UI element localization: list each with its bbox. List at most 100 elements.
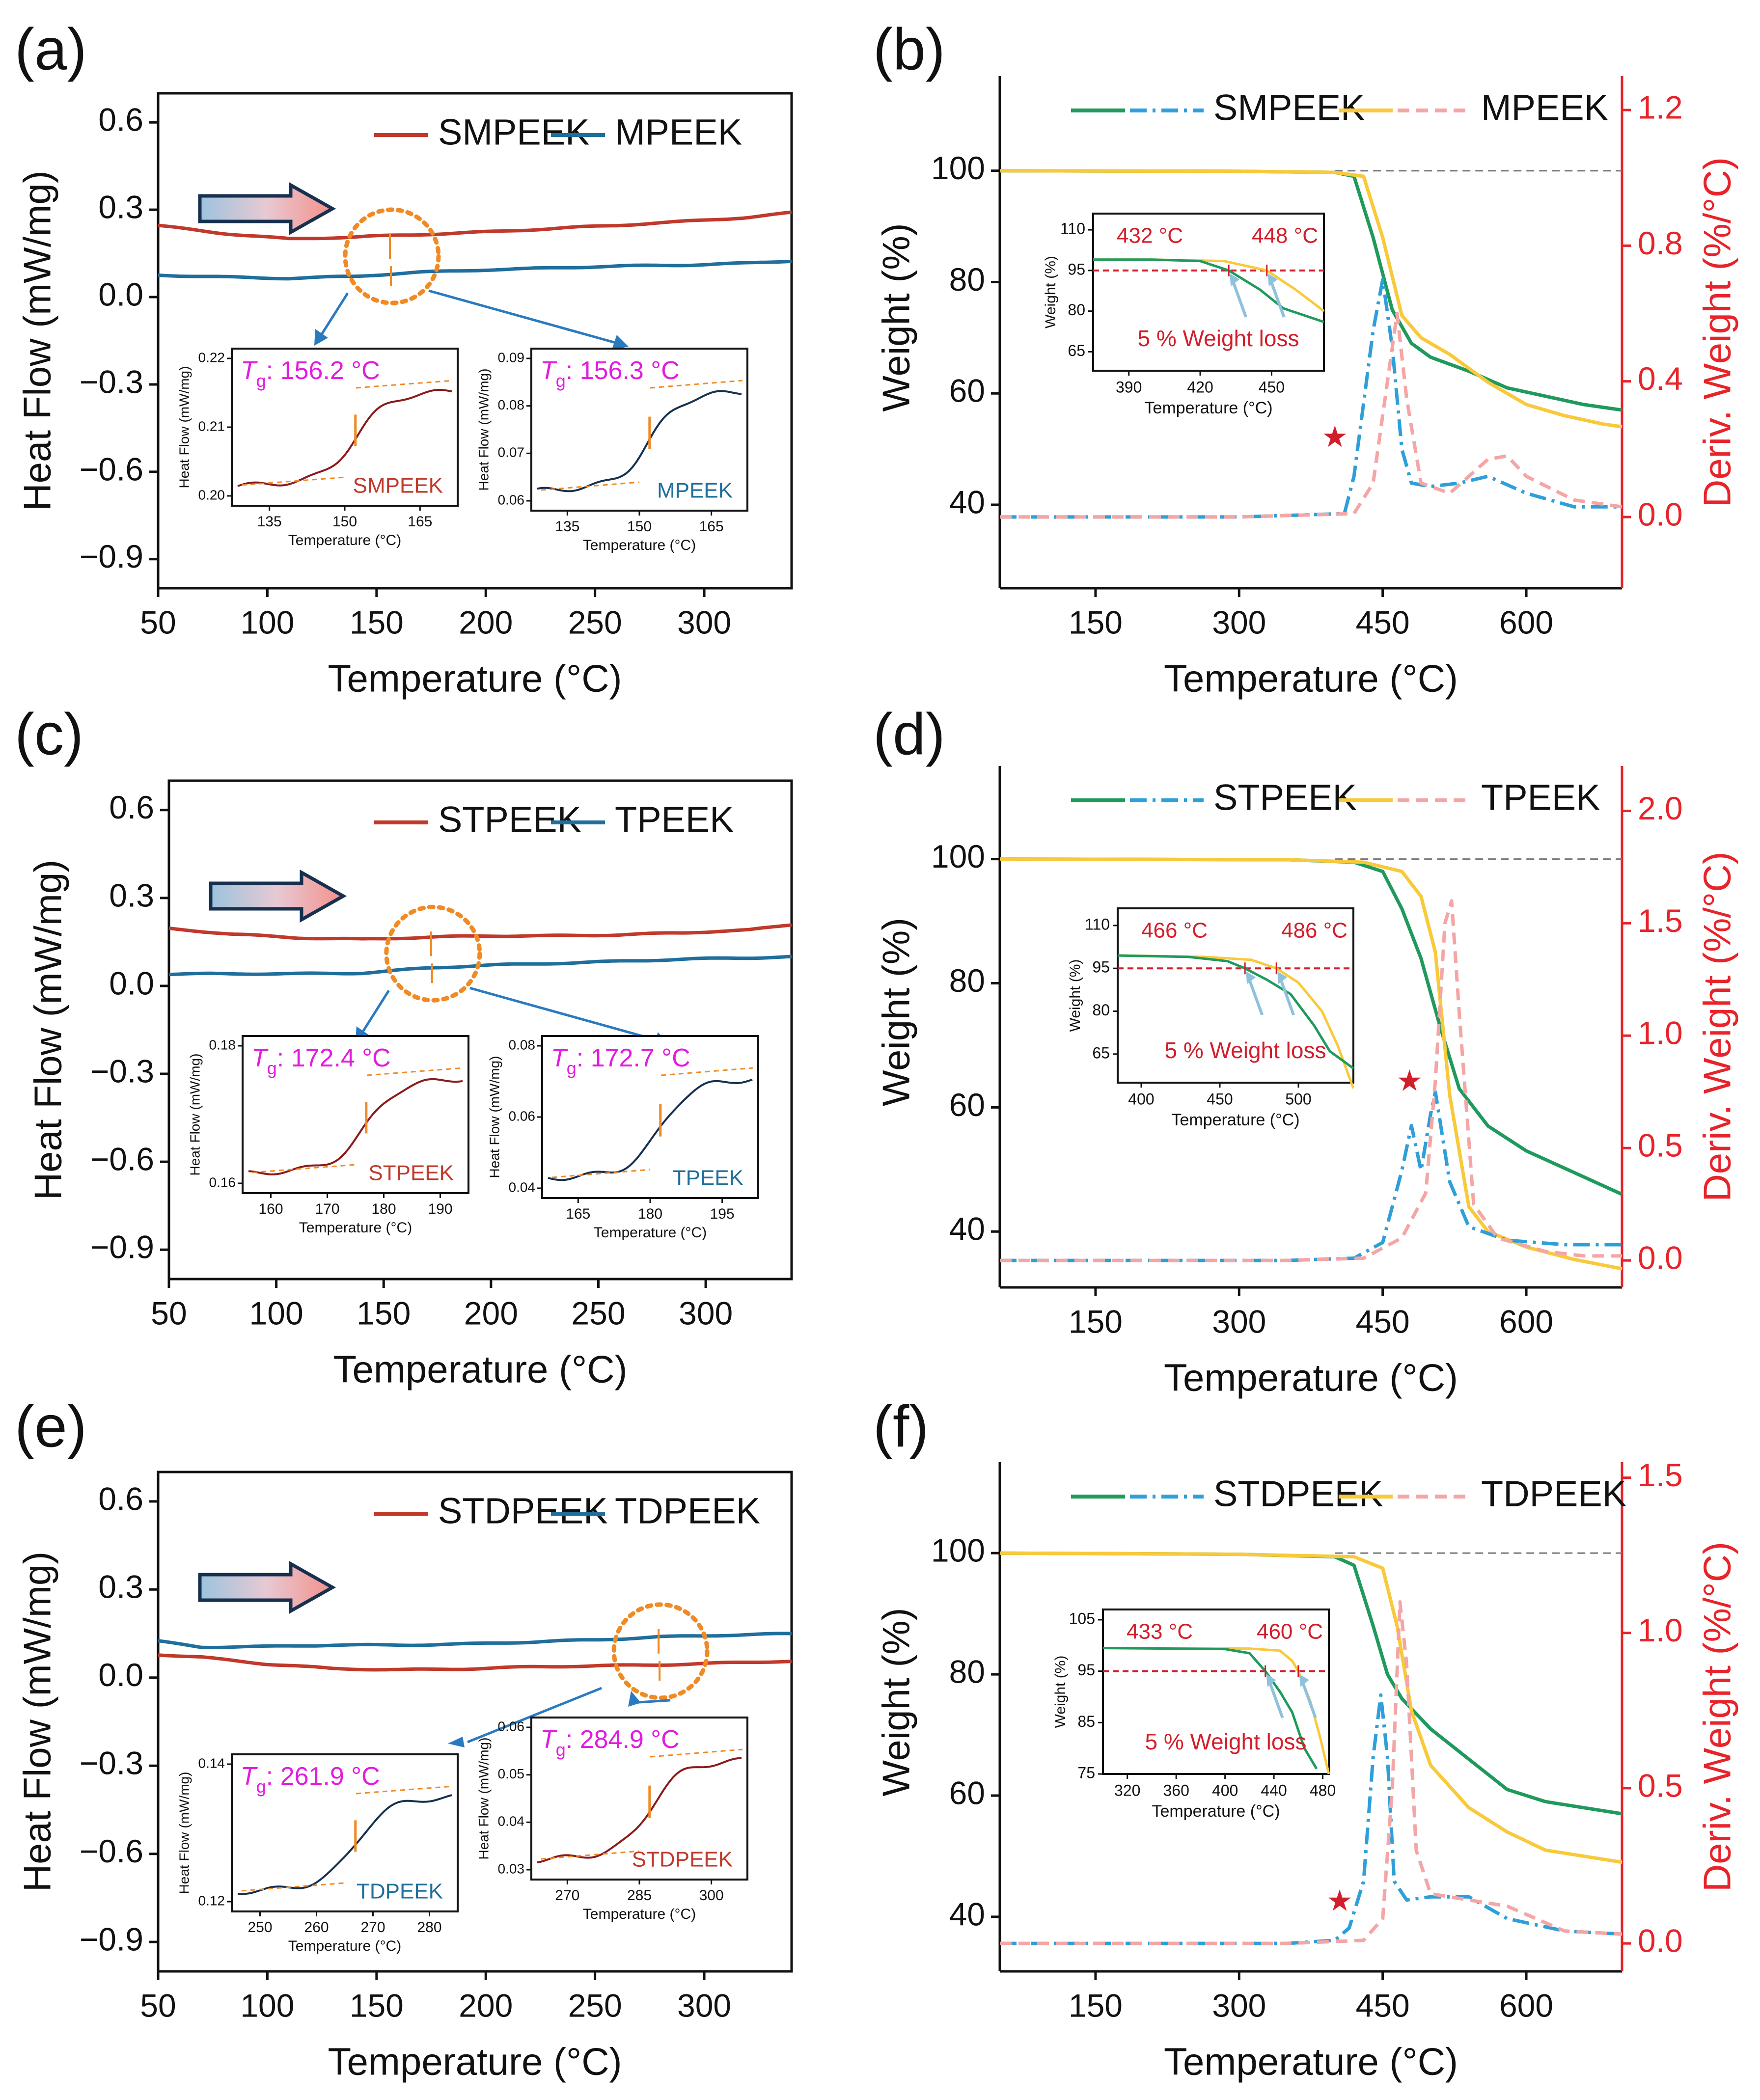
y-tick-label: 0.3 [98, 1569, 143, 1605]
legend-label-2: TPEEK [615, 799, 734, 840]
inset-y-tick-label: 0.08 [509, 1037, 536, 1052]
panel-label: (d) [873, 702, 945, 767]
onset-temp-2: 460 °C [1257, 1620, 1323, 1644]
legend-label-1: STDPEEK [1213, 1473, 1383, 1514]
y-tick-label: −0.3 [80, 363, 143, 400]
tg-label: Tg: 156.3 °C [540, 356, 680, 391]
y-tick-label: −0.9 [80, 538, 143, 574]
inset-sample-label: STPEEK [368, 1161, 454, 1185]
legend-label-1: SMPEEK [1213, 87, 1365, 128]
inset-baseline-tangent [650, 380, 743, 389]
y-tick-label: 100 [931, 838, 985, 874]
x-tick-label: 600 [1499, 604, 1553, 640]
legend-label-2: MPEEK [615, 112, 742, 153]
inset-y-label: Heat Flow (mW/mg) [187, 1054, 202, 1176]
inset-y-tick-label: 0.14 [198, 1755, 225, 1771]
x-tick-label: 200 [464, 1295, 518, 1331]
inset-y-tick-label: 0.05 [498, 1766, 525, 1781]
inset-onset-arrowhead [1299, 1674, 1309, 1687]
y2-tick-label: 1.5 [1638, 902, 1683, 939]
inset-onset-arrowhead [1230, 273, 1240, 286]
inset-frame [1102, 1609, 1330, 1775]
inset-y-label: Heat Flow (mW/mg) [476, 369, 491, 491]
inset-1: 135 150 165 0.22 0.21 0.20 Temperature (°C) Hea… [176, 348, 459, 548]
inset-curve [248, 1078, 463, 1175]
inset-tga: 390 420 450 110 95 80 65 Temperature (°C) Weight… [1043, 213, 1325, 417]
inset-y-tick-label: 0.20 [198, 487, 225, 502]
x-tick-label: 600 [1499, 1303, 1553, 1339]
panel-a: (a) 50 100 150 200 250 300 0.6 0.3 0.0 −0.3 −0.6 −0.… [15, 17, 793, 700]
y2-tick-label: 0.0 [1638, 1923, 1683, 1959]
y-tick-label: 100 [931, 150, 985, 186]
x-tick-label: 300 [677, 1987, 731, 2023]
inset-y-label: Heat Flow (mW/mg) [176, 366, 192, 489]
inset-frame [231, 348, 459, 507]
series-line-SMPEEK-DTG [1000, 277, 1622, 519]
inset-y-label: Weight (%) [1067, 959, 1083, 1032]
inset-x-tick-label: 195 [710, 1206, 735, 1222]
inset-y-label: Weight (%) [1052, 1656, 1069, 1728]
x-axis-label: Temperature (°C) [1164, 1356, 1458, 1399]
pointer-arrow [358, 989, 390, 1038]
inset-y-tick-label: 0.07 [498, 445, 525, 460]
inset-onset-arrowhead [1277, 971, 1288, 984]
onset-temp-1: 432 °C [1117, 224, 1183, 248]
plot-frame [157, 92, 793, 590]
inset-x-tick-label: 150 [332, 514, 357, 530]
tg-subscript: g [567, 1058, 577, 1078]
series-line-STDPEEK-DTG [1000, 1693, 1622, 1945]
inset-y-tick-label: 0.06 [498, 1718, 525, 1734]
y-tick-label: −0.9 [80, 1921, 143, 1958]
inset-curve-yellow [1102, 1647, 1330, 1774]
inset-x-label: Temperature (°C) [288, 532, 401, 548]
y-axis-label: Heat Flow (mW/mg) [27, 860, 70, 1200]
tg-value: 156.3 °C [580, 356, 680, 385]
y-tick-label: −0.6 [80, 1833, 143, 1869]
tg-subscript: g [267, 1058, 277, 1078]
panel-f: (f) 150 300 450 600 100 80 60 40 1.5 1.0 0.5 0.0 Temp… [873, 1394, 1739, 2083]
inset-x-tick-label: 165 [566, 1206, 590, 1222]
tg-separator: : [277, 1044, 291, 1072]
inset-y-tick-label: 0.22 [198, 350, 225, 365]
x-tick-label: 300 [1212, 1303, 1266, 1339]
series-line-STDPEEK [158, 1653, 792, 1672]
x-tick-label: 50 [151, 1295, 187, 1331]
highlight-circle [343, 207, 441, 305]
inset-y-tick-label: 85 [1077, 1713, 1095, 1730]
inset-sample-label: STDPEEK [632, 1848, 733, 1872]
inset-2: 135 150 165 0.09 0.08 0.07 0.06 Temperature (°C… [476, 348, 748, 553]
tg-value: 261.9 °C [280, 1762, 380, 1791]
y2-tick-label: 0.5 [1638, 1767, 1683, 1803]
inset-y-tick-label: 0.16 [209, 1174, 236, 1190]
tg-subscript: g [556, 371, 566, 391]
inset-y-tick-label: 0.04 [498, 1814, 525, 1829]
inset-x-tick-label: 400 [1128, 1090, 1154, 1108]
x-tick-label: 250 [568, 604, 622, 640]
tg-separator: : [266, 1762, 280, 1791]
inset-y-tick-label: 0.06 [498, 492, 525, 507]
tg-separator: : [566, 1725, 580, 1754]
y-tick-label: −0.6 [90, 1141, 154, 1177]
x-axis-label: Temperature (°C) [328, 657, 622, 700]
panel-e: (e) 50 100 150 200 250 300 0.6 0.3 0.0 −0.3 −0.6 −0.… [15, 1394, 793, 2083]
y-tick-label: 0.6 [109, 789, 154, 825]
panel-label: (b) [873, 17, 945, 82]
inset-y-tick-label: 0.18 [209, 1037, 236, 1052]
x-tick-label: 450 [1356, 604, 1410, 640]
inset-y-label: Heat Flow (mW/mg) [476, 1738, 491, 1860]
y-tick-label: 40 [949, 484, 985, 520]
inset-y-tick-label: 110 [1060, 220, 1085, 238]
heating-direction-arrow [198, 182, 336, 235]
inset-x-tick-label: 450 [1259, 378, 1285, 396]
y2-tick-label: 1.0 [1638, 1015, 1683, 1051]
inset-frame [242, 1035, 469, 1194]
y2-tick-label: 1.2 [1638, 89, 1683, 126]
inset-onset-arrowhead [1267, 273, 1278, 286]
inset-curve [537, 390, 742, 492]
inset-x-tick-label: 260 [304, 1919, 329, 1936]
series-line-TPEEK-DTG [1000, 899, 1622, 1262]
onset-temp-2: 486 °C [1281, 919, 1348, 943]
y2-axis-label: Deriv. Weight (%/°C) [1696, 1542, 1739, 1892]
series-line-MPEEK [999, 169, 1622, 429]
inset-frame [1117, 907, 1354, 1084]
